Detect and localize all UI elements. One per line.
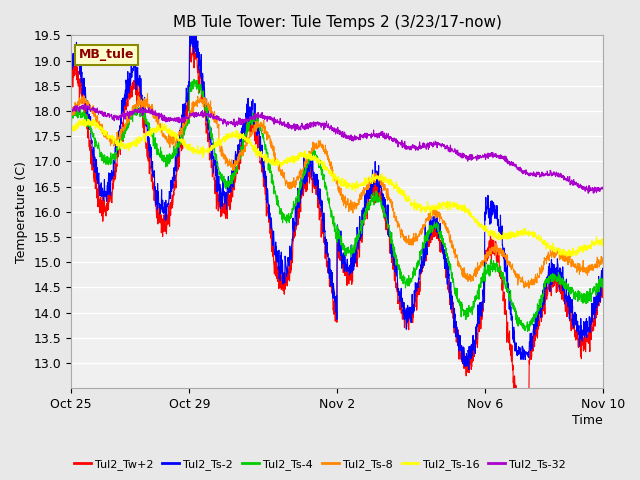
Legend: Tul2_Tw+2, Tul2_Ts-2, Tul2_Ts-4, Tul2_Ts-8, Tul2_Ts-16, Tul2_Ts-32: Tul2_Tw+2, Tul2_Ts-2, Tul2_Ts-4, Tul2_Ts… xyxy=(69,455,571,474)
Y-axis label: Temperature (C): Temperature (C) xyxy=(15,161,28,263)
X-axis label: Time: Time xyxy=(572,414,603,427)
Text: MB_tule: MB_tule xyxy=(79,48,134,61)
Title: MB Tule Tower: Tule Temps 2 (3/23/17-now): MB Tule Tower: Tule Temps 2 (3/23/17-now… xyxy=(173,15,502,30)
